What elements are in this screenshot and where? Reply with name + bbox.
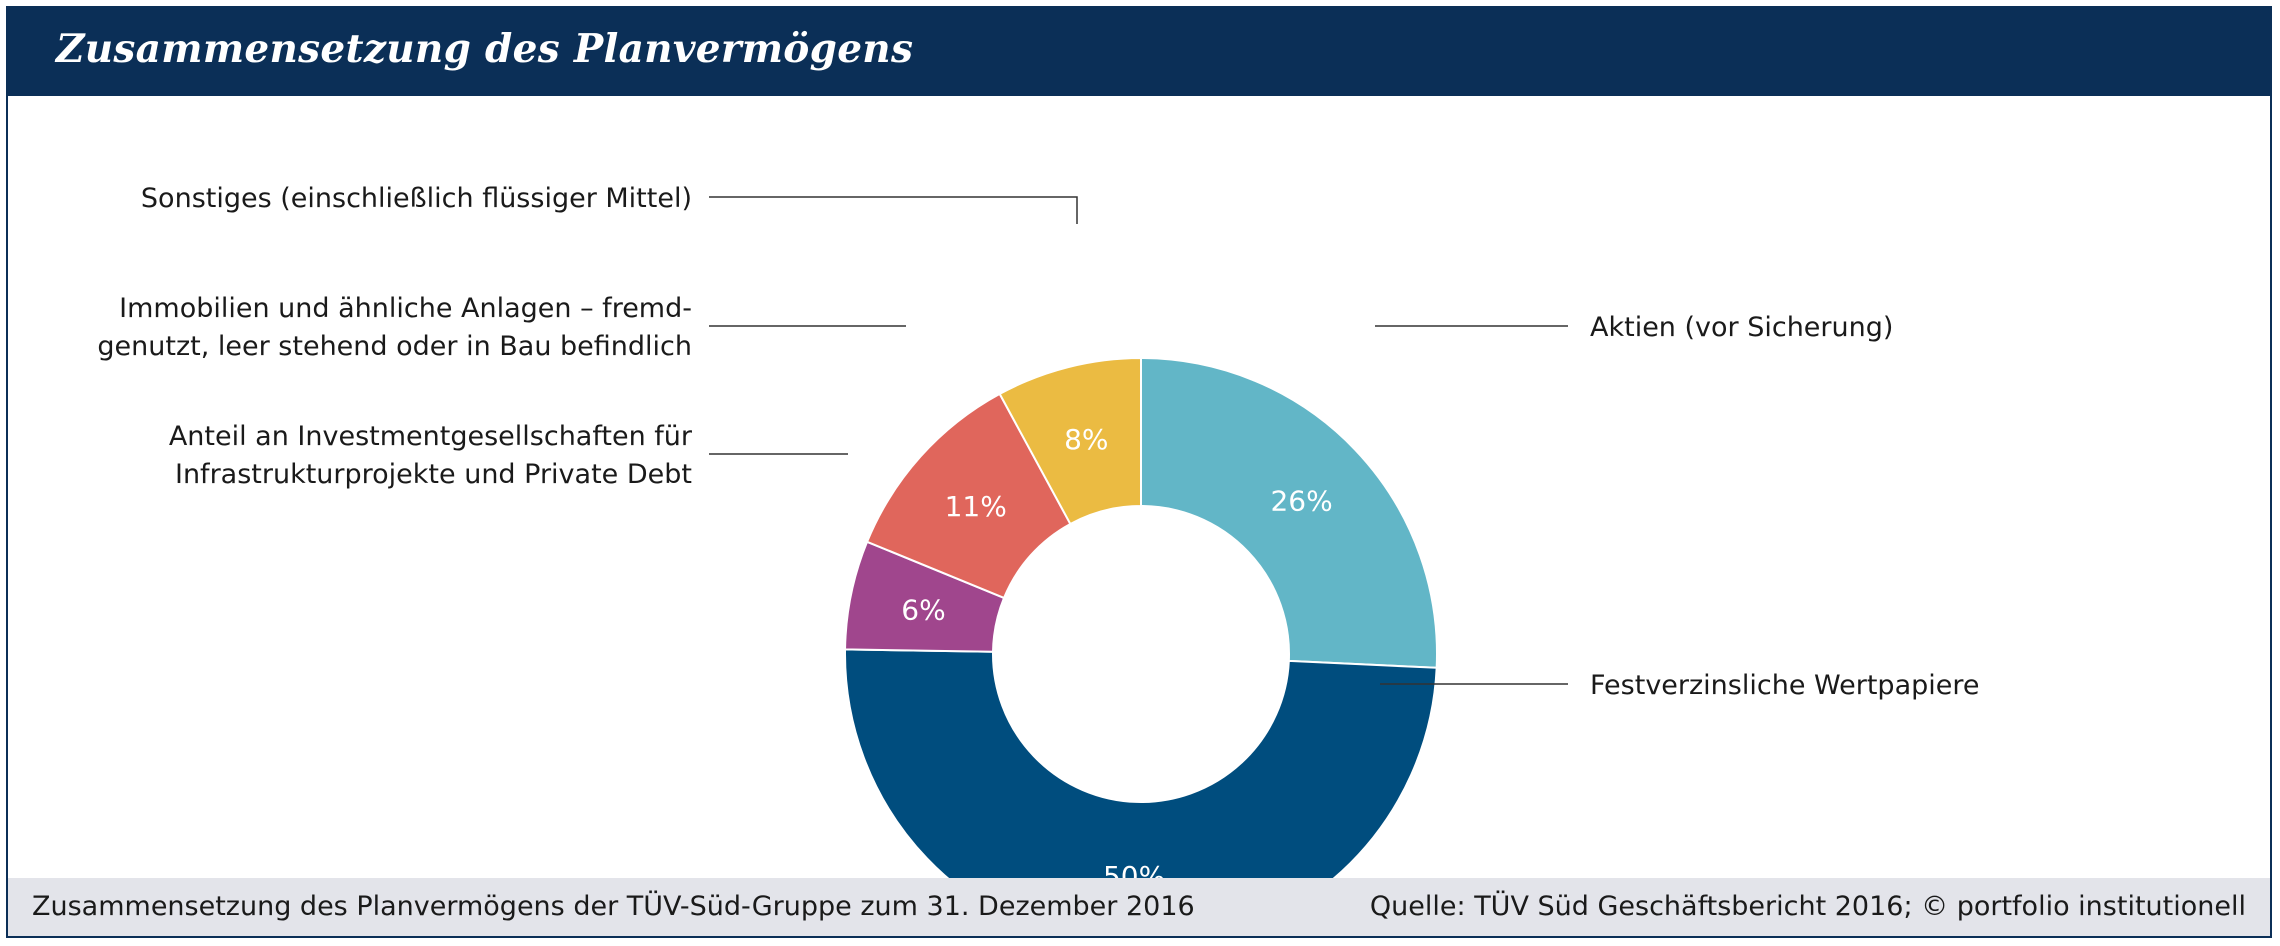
chart-title: Zusammensetzung des Planvermögens — [56, 26, 914, 72]
category-label: Festverzinsliche Wertpapiere — [1590, 670, 1979, 701]
category-label: Immobilien und ähnliche Anlagen – fremd-… — [97, 293, 692, 362]
donut-chart: 26%Aktien (vor Sicherung)50%Festverzinsl… — [97, 183, 1979, 936]
slice-5 — [998, 356, 1142, 526]
slice-value-label: 26% — [1270, 485, 1332, 518]
leader-line — [709, 196, 1078, 224]
slice-value-label: 11% — [945, 490, 1007, 523]
category-label: Aktien (vor Sicherung) — [1590, 312, 1893, 343]
category-label: Sonstiges (einschließlich flüssiger Mitt… — [141, 183, 692, 214]
category-label-line: Immobilien und ähnliche Anlagen – fremd- — [119, 293, 692, 324]
footer-caption: Zusammensetzung des Planvermögens der TÜ… — [32, 891, 1195, 922]
category-label-line: Infrastrukturprojekte und Private Debt — [175, 459, 692, 490]
category-label-line: Aktien (vor Sicherung) — [1590, 312, 1893, 343]
category-label: Anteil an Investmentgesellschaften für In… — [169, 421, 693, 490]
category-label-line: Festverzinsliche Wertpapiere — [1590, 670, 1979, 701]
footer-bar: Zusammensetzung des Planvermögens der TÜ… — [8, 878, 2270, 936]
category-label-line: Anteil an Investmentgesellschaften für — [169, 421, 693, 452]
slice-value-label: 8% — [1064, 423, 1108, 456]
category-label-line: genutzt, leer stehend oder in Bau befind… — [97, 331, 692, 362]
category-label-line: Sonstiges (einschließlich flüssiger Mitt… — [141, 183, 692, 214]
slice-1 — [1140, 356, 1439, 669]
slice-4 — [865, 392, 1072, 600]
chart-frame: Zusammensetzung des Planvermögens 26% Akt… — [6, 6, 2272, 938]
slice-value-label: 6% — [901, 593, 945, 626]
footer-source: Quelle: TÜV Süd Geschäftsbericht 2016; ©… — [1369, 891, 2246, 922]
header-bar: Zusammensetzung des Planvermögens — [8, 8, 2270, 96]
